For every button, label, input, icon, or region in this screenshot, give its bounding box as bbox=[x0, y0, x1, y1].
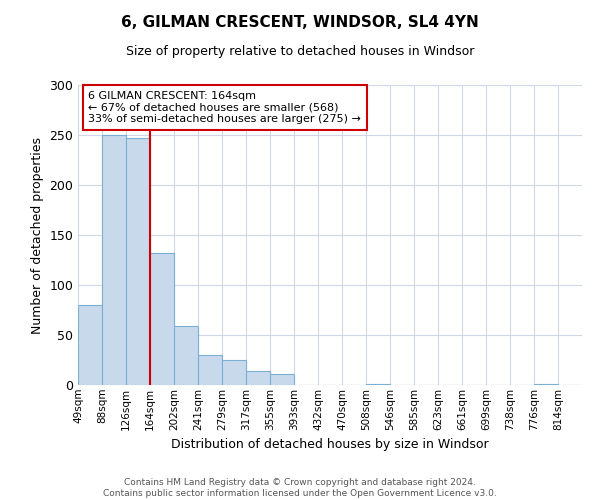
Bar bbox=[246, 371, 270, 385]
Bar bbox=[78, 305, 102, 385]
Bar bbox=[270, 374, 294, 385]
Bar bbox=[126, 138, 150, 385]
Bar bbox=[534, 384, 558, 385]
X-axis label: Distribution of detached houses by size in Windsor: Distribution of detached houses by size … bbox=[171, 438, 489, 451]
Text: Contains HM Land Registry data © Crown copyright and database right 2024.
Contai: Contains HM Land Registry data © Crown c… bbox=[103, 478, 497, 498]
Bar bbox=[222, 360, 246, 385]
Text: 6, GILMAN CRESCENT, WINDSOR, SL4 4YN: 6, GILMAN CRESCENT, WINDSOR, SL4 4YN bbox=[121, 15, 479, 30]
Bar bbox=[174, 326, 198, 385]
Text: Size of property relative to detached houses in Windsor: Size of property relative to detached ho… bbox=[126, 45, 474, 58]
Bar bbox=[102, 135, 126, 385]
Text: 6 GILMAN CRESCENT: 164sqm
← 67% of detached houses are smaller (568)
33% of semi: 6 GILMAN CRESCENT: 164sqm ← 67% of detac… bbox=[88, 91, 361, 124]
Bar bbox=[150, 253, 174, 385]
Bar bbox=[198, 355, 222, 385]
Y-axis label: Number of detached properties: Number of detached properties bbox=[31, 136, 44, 334]
Bar bbox=[366, 384, 390, 385]
